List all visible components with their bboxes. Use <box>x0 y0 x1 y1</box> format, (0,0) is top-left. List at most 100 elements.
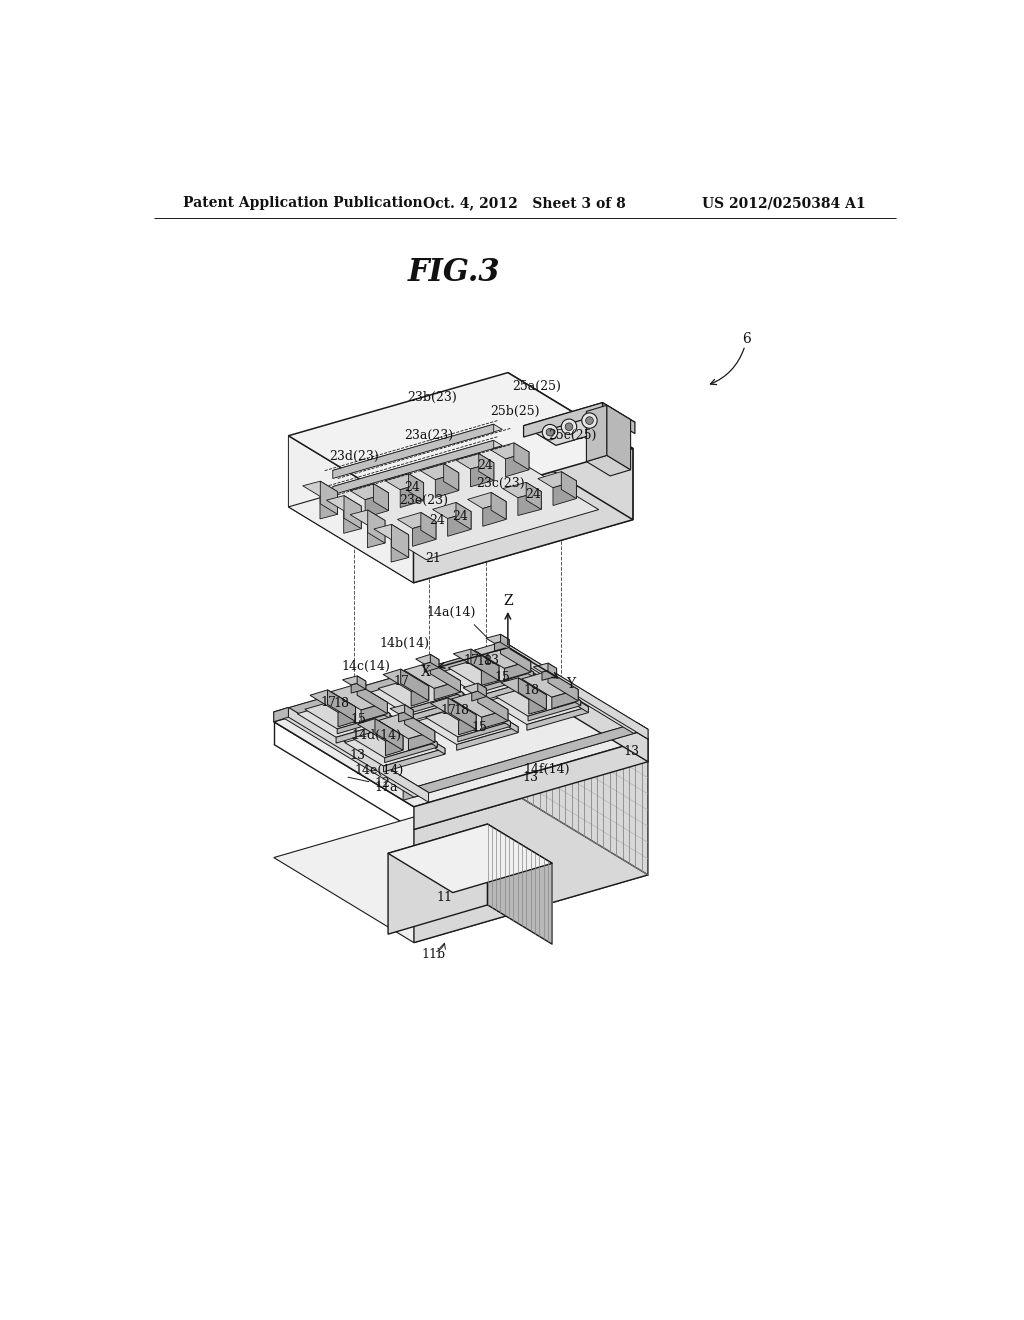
Text: 23d(23): 23d(23) <box>330 450 379 463</box>
Polygon shape <box>471 649 499 681</box>
Polygon shape <box>420 463 459 479</box>
Polygon shape <box>501 643 530 672</box>
Polygon shape <box>404 705 414 718</box>
Polygon shape <box>416 655 439 664</box>
Polygon shape <box>413 521 436 546</box>
Polygon shape <box>351 681 366 693</box>
Polygon shape <box>440 655 541 696</box>
Polygon shape <box>587 455 631 477</box>
Polygon shape <box>542 668 557 680</box>
Text: 6: 6 <box>742 333 751 346</box>
Polygon shape <box>374 483 388 511</box>
Text: Z: Z <box>503 594 513 609</box>
Text: 24: 24 <box>452 510 468 523</box>
Polygon shape <box>607 405 631 470</box>
Polygon shape <box>390 705 414 714</box>
Text: 24: 24 <box>429 513 445 527</box>
Polygon shape <box>518 678 547 709</box>
Text: 25a(25): 25a(25) <box>513 380 561 392</box>
Text: 23e(23): 23e(23) <box>399 494 449 507</box>
Polygon shape <box>385 474 424 490</box>
Polygon shape <box>273 653 648 807</box>
Polygon shape <box>414 739 648 829</box>
Polygon shape <box>447 512 471 536</box>
Polygon shape <box>384 748 445 772</box>
Polygon shape <box>538 471 577 487</box>
Polygon shape <box>357 718 403 741</box>
Text: 14d(14): 14d(14) <box>351 729 401 742</box>
Polygon shape <box>479 704 518 733</box>
Text: 11b: 11b <box>422 949 446 961</box>
Polygon shape <box>333 424 503 475</box>
Text: 18: 18 <box>333 697 349 710</box>
Polygon shape <box>494 644 508 657</box>
Polygon shape <box>553 480 577 506</box>
Text: 11: 11 <box>436 891 453 904</box>
Polygon shape <box>424 660 439 672</box>
Text: Patent Application Publication: Patent Application Publication <box>183 197 423 210</box>
Polygon shape <box>492 492 506 519</box>
Polygon shape <box>357 684 387 714</box>
Circle shape <box>582 413 597 428</box>
Polygon shape <box>344 495 361 529</box>
Polygon shape <box>449 698 476 730</box>
Polygon shape <box>289 444 633 583</box>
Polygon shape <box>548 671 579 701</box>
Polygon shape <box>403 723 637 800</box>
Text: 15: 15 <box>471 721 487 734</box>
Polygon shape <box>331 684 387 710</box>
Polygon shape <box>430 655 439 668</box>
Polygon shape <box>452 692 508 717</box>
Polygon shape <box>350 510 385 525</box>
Text: 14c(14): 14c(14) <box>342 660 390 673</box>
Circle shape <box>565 422 572 430</box>
Polygon shape <box>425 702 511 737</box>
Polygon shape <box>400 483 424 507</box>
Polygon shape <box>478 692 508 721</box>
Polygon shape <box>273 644 518 718</box>
Polygon shape <box>502 655 541 684</box>
Polygon shape <box>345 725 445 766</box>
Polygon shape <box>333 441 503 492</box>
Polygon shape <box>494 644 648 733</box>
Text: 17: 17 <box>321 696 336 709</box>
Polygon shape <box>501 635 509 648</box>
Polygon shape <box>496 681 581 717</box>
Polygon shape <box>521 671 579 697</box>
Polygon shape <box>431 673 463 697</box>
Circle shape <box>586 417 593 425</box>
Polygon shape <box>506 451 529 477</box>
Polygon shape <box>528 701 581 721</box>
Polygon shape <box>523 403 602 437</box>
Polygon shape <box>338 708 355 727</box>
Text: 14b(14): 14b(14) <box>380 638 430 651</box>
Text: 11a: 11a <box>375 781 398 793</box>
Polygon shape <box>344 506 361 533</box>
Text: 25c(25): 25c(25) <box>549 429 597 442</box>
Text: 18: 18 <box>454 704 470 717</box>
Polygon shape <box>398 710 414 722</box>
Polygon shape <box>470 463 494 487</box>
Polygon shape <box>474 643 530 668</box>
Polygon shape <box>454 649 499 671</box>
Polygon shape <box>371 675 471 715</box>
Polygon shape <box>273 644 508 722</box>
Polygon shape <box>488 684 589 725</box>
Polygon shape <box>430 663 461 692</box>
Polygon shape <box>508 372 633 520</box>
Text: 24: 24 <box>404 480 420 494</box>
Polygon shape <box>508 653 648 762</box>
Polygon shape <box>397 512 436 528</box>
Polygon shape <box>479 454 494 480</box>
Text: 24: 24 <box>525 488 541 502</box>
Text: 14a(14): 14a(14) <box>426 606 475 619</box>
Polygon shape <box>561 471 577 499</box>
Polygon shape <box>321 482 338 515</box>
Polygon shape <box>366 492 388 517</box>
Text: Oct. 4, 2012   Sheet 3 of 8: Oct. 4, 2012 Sheet 3 of 8 <box>424 197 626 210</box>
Text: 23a(23): 23a(23) <box>404 429 454 441</box>
Text: 24: 24 <box>477 459 494 473</box>
Polygon shape <box>361 702 387 721</box>
Text: 21: 21 <box>425 552 440 565</box>
Polygon shape <box>456 454 494 469</box>
